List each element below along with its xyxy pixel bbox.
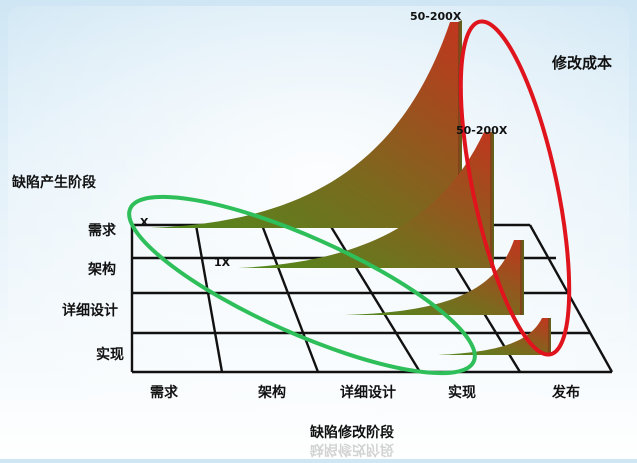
cost-curve-design-side — [520, 240, 524, 315]
grid-col-line-3 — [328, 224, 422, 373]
green-ellipse-highlight — [127, 194, 477, 376]
defect-origin-title: 缺陷产生阶段 — [12, 175, 96, 191]
row-label-requirements: 需求 — [88, 223, 116, 239]
peak-label-requirements: 50-200X — [410, 10, 462, 23]
grid-col-line-1 — [194, 224, 224, 373]
col-label-detailed-design: 详细设计 — [340, 385, 396, 401]
col-label-implementation: 实现 — [448, 385, 476, 401]
cost-curve-architecture-side — [490, 132, 494, 268]
base-label-requirements: X — [140, 216, 149, 229]
row-label-implementation: 实现 — [96, 347, 124, 363]
cost-curve-implementation — [438, 318, 548, 355]
col-label-architecture: 架构 — [258, 385, 286, 401]
cost-curve-implementation-side — [548, 318, 551, 355]
cost-title: 修改成本 — [552, 54, 613, 72]
col-label-requirements: 需求 — [150, 385, 178, 401]
col-label-release: 发布 — [552, 385, 580, 401]
cost-curve-architecture — [238, 132, 490, 268]
cost-curve-requirements — [150, 22, 458, 228]
base-label-architecture: 1X — [214, 256, 231, 269]
defect-fix-title: 缺陷修改阶段 — [310, 425, 394, 441]
cost-curve-design — [344, 240, 520, 315]
grid-col-line-2 — [260, 224, 320, 373]
row-label-architecture: 架构 — [88, 262, 116, 278]
defect-fix-title-reflection: 缺陷修改阶段 — [310, 441, 394, 457]
row-label-detailed-design: 详细设计 — [62, 303, 118, 319]
peak-label-architecture: 50-200X — [456, 124, 508, 137]
red-ellipse-highlight — [458, 19, 572, 357]
